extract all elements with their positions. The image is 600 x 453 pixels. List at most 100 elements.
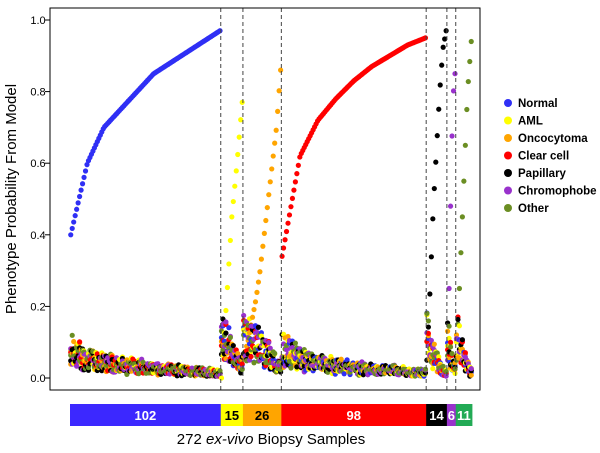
data-point-aml: [233, 168, 239, 174]
data-point-clear-cell: [289, 195, 296, 202]
data-point-aml: [218, 375, 225, 381]
data-point-oncocytoma: [254, 289, 260, 295]
data-point-chromophobe: [447, 203, 454, 209]
data-point-oncocytoma: [251, 306, 257, 313]
y-tick-label: 0.6: [30, 158, 45, 170]
class-count-label: 11: [457, 408, 471, 423]
data-point-papillary: [255, 324, 262, 330]
class-strip-segment: [70, 404, 222, 426]
data-point-oncocytoma: [468, 372, 474, 378]
data-point-chromophobe: [241, 312, 247, 319]
data-point-papillary: [442, 36, 448, 42]
data-point-clear-cell: [292, 179, 298, 185]
data-point-chromophobe: [449, 133, 455, 139]
data-point-normal: [71, 219, 77, 225]
data-point-papillary: [230, 343, 236, 349]
data-point-other: [440, 363, 446, 369]
data-point-clear-cell: [283, 228, 290, 235]
data-point-aml: [446, 335, 452, 341]
class-strip-segment: [446, 404, 457, 426]
legend-label: AML: [518, 116, 543, 128]
data-point-papillary: [294, 364, 300, 370]
data-point-other: [468, 38, 474, 45]
data-point-normal: [74, 206, 80, 212]
data-point-aml: [430, 366, 436, 372]
data-point-chromophobe: [450, 88, 457, 94]
data-point-clear-cell: [295, 162, 301, 168]
legend-label: Oncocytoma: [518, 133, 588, 145]
data-point-other: [251, 360, 257, 366]
data-point-other: [272, 350, 278, 356]
x-axis-label: 272 ex-vivo Biopsy Samples: [177, 431, 365, 448]
data-point-normal: [341, 371, 347, 377]
data-point-normal: [69, 225, 75, 232]
data-point-clear-cell: [280, 245, 287, 251]
data-point-oncocytoma: [453, 332, 460, 338]
data-point-chromophobe: [266, 339, 272, 346]
class-strip-segment: [455, 404, 473, 426]
data-point-other: [449, 351, 455, 357]
data-point-clear-cell: [77, 339, 83, 345]
data-point-other: [443, 368, 449, 375]
data-point-chromophobe: [428, 337, 434, 344]
data-point-clear-cell: [447, 339, 454, 345]
data-point-other: [124, 371, 130, 377]
class-strip-segment: [220, 404, 244, 426]
data-point-papillary: [439, 62, 445, 68]
legend-label: Normal: [518, 98, 558, 110]
data-point-other: [239, 366, 245, 373]
y-axis: 0.0 0.2 0.4 0.6 0.8 1.0: [30, 15, 50, 385]
data-point-oncocytoma: [269, 166, 275, 172]
data-point-oncocytoma: [263, 217, 269, 224]
data-point-clear-cell: [425, 330, 431, 337]
legend-label: Other: [518, 203, 549, 215]
data-point-aml: [456, 323, 463, 329]
data-point-oncocytoma: [235, 350, 241, 357]
data-point-aml: [224, 284, 230, 291]
data-point-papillary: [223, 330, 229, 336]
data-point-normal: [82, 168, 89, 174]
data-point-normal: [75, 200, 81, 206]
data-point-papillary: [455, 316, 461, 323]
data-point-chromophobe: [452, 71, 458, 77]
class-strip-segment: [281, 404, 427, 426]
data-point-other: [447, 344, 454, 350]
data-point-other: [452, 366, 458, 372]
data-point-normal: [84, 162, 90, 168]
data-point-normal: [344, 357, 350, 363]
data-point-clear-cell: [462, 350, 468, 356]
data-point-papillary: [427, 291, 433, 297]
data-point-chromophobe: [468, 365, 474, 372]
data-point-other: [458, 250, 464, 256]
data-point-chromophobe: [283, 346, 290, 353]
y-tick-label: 0.0: [30, 373, 45, 385]
data-point-clear-cell: [285, 220, 291, 226]
data-point-aml: [223, 307, 229, 314]
data-point-aml: [229, 214, 235, 220]
x-axis-label-italic: ex-vivo: [206, 431, 254, 448]
data-point-other: [217, 368, 223, 374]
data-point-aml: [238, 117, 244, 123]
data-point-oncocytoma: [71, 338, 77, 345]
data-point-chromophobe: [267, 345, 273, 351]
data-point-oncocytoma: [445, 328, 451, 334]
data-point-normal: [78, 187, 84, 193]
data-points: [68, 28, 474, 381]
data-point-aml: [230, 198, 236, 205]
data-point-papillary: [459, 337, 465, 343]
data-point-papillary: [440, 44, 446, 50]
data-point-oncocytoma: [431, 341, 437, 347]
data-point-aml: [226, 261, 232, 267]
y-tick-label: 0.2: [30, 301, 45, 313]
data-point-chromophobe: [446, 285, 452, 292]
data-point-aml: [452, 370, 458, 376]
data-point-papillary: [428, 254, 434, 260]
data-point-normal: [217, 28, 223, 34]
data-point-aml: [235, 151, 241, 158]
data-point-other: [464, 106, 470, 113]
data-point-other: [446, 323, 452, 329]
data-point-oncocytoma: [252, 299, 259, 305]
data-point-normal: [79, 181, 86, 187]
data-point-oncocytoma: [338, 356, 344, 362]
